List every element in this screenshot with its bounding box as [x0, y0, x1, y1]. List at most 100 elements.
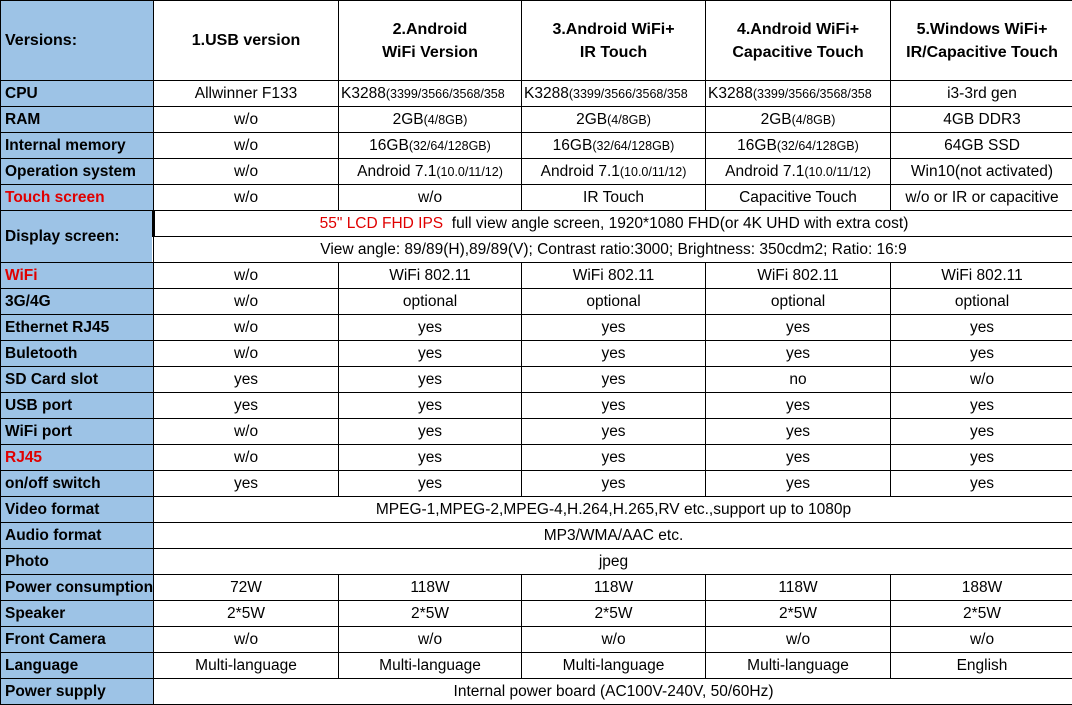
table-row: CPU Allwinner F133 K3288(3399/3566/3568/35… — [0, 80, 1072, 107]
spec-value: w/o — [890, 366, 1072, 393]
value-main: w/o — [233, 448, 259, 466]
value-main: IR Touch — [583, 188, 644, 206]
value-main: yes — [233, 474, 259, 492]
value-main: yes — [417, 422, 443, 440]
spec-value: w/o — [153, 418, 339, 445]
value-options: (4/8GB) — [791, 112, 836, 127]
row-label-display-screen: Display screen: — [0, 210, 154, 263]
spec-value: optional — [890, 288, 1072, 315]
spec-value: w/o or IR or capacitive — [890, 184, 1072, 211]
spec-value: w/o — [153, 262, 339, 289]
spec-value: w/o — [153, 158, 339, 185]
value-main: WiFi 802.11 — [572, 266, 655, 284]
spec-value: yes — [521, 366, 706, 393]
value-main: 188W — [961, 578, 1003, 596]
value-main: yes — [969, 318, 995, 336]
row-label-photo: Photo — [0, 548, 154, 575]
spec-value: 16GB(32/64/128GB) — [521, 132, 706, 159]
row-label-internal-memory: Internal memory — [0, 132, 154, 159]
spec-value: yes — [338, 366, 522, 393]
value-main: w/o — [601, 630, 626, 648]
value-main: K3288 — [708, 84, 753, 102]
spec-value: yes — [705, 418, 891, 445]
value-options: (32/64/128GB) — [408, 138, 491, 153]
spec-value: Allwinner F133 — [153, 80, 339, 107]
version-usb: 1.USB version — [153, 0, 339, 81]
spec-value: WiFi 802.11 — [705, 262, 891, 289]
spec-value: yes — [153, 470, 339, 497]
spec-value: WiFi 802.11 — [890, 262, 1072, 289]
row-label-operation-system: Operation system — [0, 158, 154, 185]
spec-value: w/o — [153, 626, 339, 653]
spec-value: Android 7.1(10.0/11/12) — [705, 158, 891, 185]
spec-value: Multi-language — [705, 652, 891, 679]
value-main: optional — [770, 292, 826, 310]
value-main: Win10(not activated) — [910, 162, 1054, 180]
spec-value: w/o — [153, 184, 339, 211]
row-label-3g-4g: 3G/4G — [0, 288, 154, 315]
spec-value: yes — [521, 392, 706, 419]
spec-value: Multi-language — [521, 652, 706, 679]
spec-value: yes — [338, 444, 522, 471]
value-main: 2GB — [576, 110, 608, 128]
value-main: yes — [417, 448, 443, 466]
value-main: yes — [417, 318, 443, 336]
spec-value: yes — [153, 366, 339, 393]
table-row: Language Multi-language Multi-language Mult… — [0, 652, 1072, 679]
value-main: Android 7.1 — [725, 162, 805, 180]
value-options: (3399/3566/3568/358 — [752, 86, 872, 101]
value-main: no — [789, 370, 807, 388]
value-main: WiFi 802.11 — [389, 266, 471, 284]
table-row: Operation system w/o Android 7.1(10.0/11/1… — [0, 158, 1072, 185]
spec-value: 118W — [338, 574, 522, 601]
value-main: w/o — [785, 630, 811, 648]
spec-value: 2GB(4/8GB) — [705, 106, 891, 133]
spec-value: 64GB SSD — [890, 132, 1072, 159]
value-options: (10.0/11/12) — [436, 164, 503, 179]
spec-value: 188W — [890, 574, 1072, 601]
row-label-power-consumption: Power consumption — [0, 574, 154, 601]
value-main: yes — [969, 396, 995, 414]
spec-value: w/o — [153, 444, 339, 471]
spec-value: Multi-language — [338, 652, 522, 679]
spec-value: yes — [890, 418, 1072, 445]
value-main: 4GB DDR3 — [943, 110, 1021, 128]
value-options: (4/8GB) — [607, 112, 651, 127]
value-main: Android 7.1 — [540, 162, 620, 180]
spec-value: 118W — [705, 574, 891, 601]
value-main: Allwinner F133 — [194, 84, 298, 102]
table-row: RAM w/o 2GB(4/8GB) 2GB(4/8GB) 2GB(4/8GB) 4GB … — [0, 106, 1072, 133]
value-main: optional — [954, 292, 1010, 310]
value-options: (3399/3566/3568/358 — [568, 86, 688, 101]
value-main: 64GB SSD — [944, 136, 1020, 154]
row-label-on-off-switch: on/off switch — [0, 470, 154, 497]
value-main: 16GB — [369, 136, 409, 154]
spec-value: 2*5W — [338, 600, 522, 627]
spec-value: K3288(3399/3566/3568/358 — [338, 80, 522, 107]
table-row: Buletooth w/o yes yes yes yes — [0, 340, 1072, 367]
value-main: w/o — [233, 292, 259, 310]
spec-value: 118W — [521, 574, 706, 601]
value-main: 2GB — [760, 110, 792, 128]
value-main: 2*5W — [594, 604, 633, 622]
table-row: Touch screen w/o w/o IR Touch Capacitive Tou… — [0, 184, 1072, 211]
value-main: optional — [402, 292, 458, 310]
table-row: Display screen: 55" LCD FHD IPS full view… — [0, 210, 1072, 263]
spec-value: w/o — [705, 626, 891, 653]
spec-value: Multi-language — [153, 652, 339, 679]
row-label-ethernet-rj45: Ethernet RJ45 — [0, 314, 154, 341]
value-main: w/o — [233, 630, 259, 648]
value-main: yes — [969, 474, 995, 492]
row-label-video-format: Video format — [0, 496, 154, 523]
version-android-ir: 3.Android WiFi+ IR Touch — [521, 0, 706, 81]
spec-value: yes — [521, 470, 706, 497]
spec-value: MPEG-1,MPEG-2,MPEG-4,H.264,H.265,RV etc.… — [153, 496, 1072, 523]
value-main: yes — [417, 396, 443, 414]
row-label-rj45: RJ45 — [0, 444, 154, 471]
value-main: yes — [601, 344, 626, 362]
value-main: yes — [969, 448, 995, 466]
value-main: 2*5W — [963, 604, 1001, 622]
table-row: WiFi w/o WiFi 802.11 WiFi 802.11 WiFi 802.11… — [0, 262, 1072, 289]
display-details: full view angle screen, 1920*1080 FHD(or… — [443, 214, 909, 232]
